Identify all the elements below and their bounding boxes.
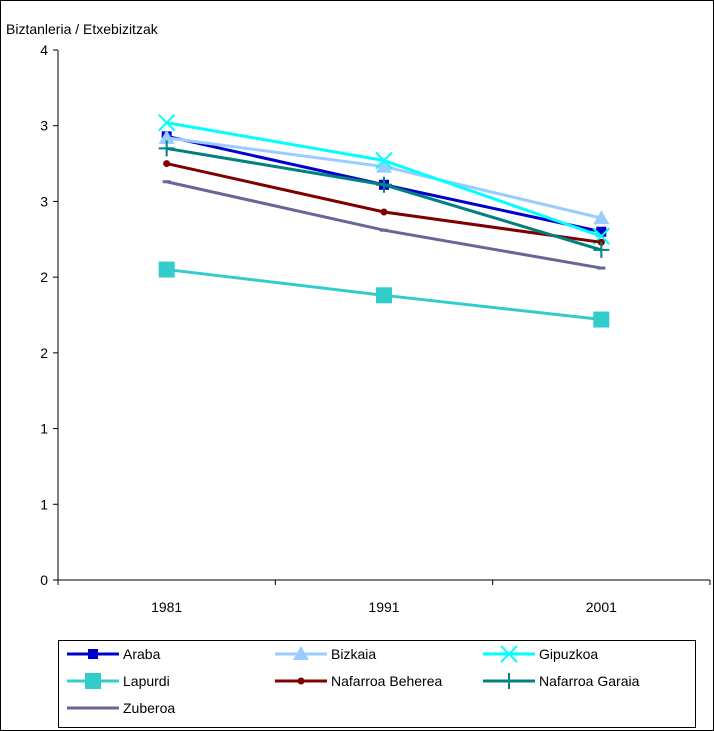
series-zuberoa <box>162 180 606 270</box>
data-point <box>380 208 388 216</box>
data-point <box>596 226 607 237</box>
series-bizkaia <box>158 129 610 225</box>
legend-label: Lapurdi <box>123 673 170 689</box>
data-point <box>158 140 175 157</box>
legend-swatch <box>275 646 327 660</box>
x-tick-label: 1981 <box>151 599 182 615</box>
legend-item: Nafarroa Beherea <box>273 670 442 692</box>
y-tick-label: 4 <box>40 42 48 58</box>
x-tick-label: 1991 <box>368 599 399 615</box>
data-point <box>157 113 176 132</box>
legend-label: Gipuzkoa <box>539 646 599 662</box>
y-tick-label: 1 <box>40 421 48 437</box>
data-point <box>376 287 392 304</box>
legend-label: Nafarroa Beherea <box>331 673 443 689</box>
y-tick-label: 2 <box>40 345 48 361</box>
legend: Araba Bizkaia Gipuzkoa Lapurdi Nafarroa Behe… <box>58 640 696 728</box>
legend-item: Gipuzkoa <box>481 643 598 665</box>
axes: 0 1 1 2 2 3 3 4 1981 1991 2001 <box>40 42 711 615</box>
y-tick-label: 3 <box>40 118 48 134</box>
legend-swatch <box>67 649 119 659</box>
y-tick-label: 1 <box>40 496 48 512</box>
data-point <box>593 311 610 328</box>
legend-item: Araba <box>65 643 160 665</box>
legend-swatch <box>275 677 327 685</box>
data-point <box>158 261 175 278</box>
legend-swatch <box>67 706 119 710</box>
data-point <box>597 266 606 270</box>
legend-item: Bizkaia <box>273 643 376 665</box>
data-point <box>593 210 610 225</box>
legend-item: Lapurdi <box>65 670 170 692</box>
y-axis-label: Biztanleria / Etxebizitzak <box>6 21 159 37</box>
legend-swatch <box>483 645 535 663</box>
y-tick-label: 0 <box>40 572 48 588</box>
y-tick-label: 2 <box>40 269 48 285</box>
data-point <box>158 129 175 144</box>
legend-item: Zuberoa <box>65 697 175 719</box>
data-point <box>380 228 388 232</box>
data-point <box>376 176 392 193</box>
series-nafarroa-garaia <box>158 140 610 258</box>
legend-label: Araba <box>123 646 161 662</box>
x-tick-label: 2001 <box>586 599 617 615</box>
data-point <box>376 158 392 173</box>
data-point <box>163 160 171 168</box>
data-point <box>593 241 610 258</box>
legend-swatch <box>67 673 119 689</box>
legend-swatch <box>483 673 535 689</box>
data-point <box>375 151 393 170</box>
data-point <box>162 180 171 184</box>
series-line <box>166 180 602 270</box>
y-tick-label: 3 <box>40 193 48 209</box>
series-nafarroa-beherea <box>163 160 605 246</box>
legend-label: Nafarroa Garaia <box>539 673 640 689</box>
legend-label: Bizkaia <box>331 646 377 662</box>
legend-item: Nafarroa Garaia <box>481 670 639 692</box>
series-layer <box>157 113 611 328</box>
series-lapurdi <box>158 261 610 328</box>
legend-label: Zuberoa <box>123 700 176 716</box>
